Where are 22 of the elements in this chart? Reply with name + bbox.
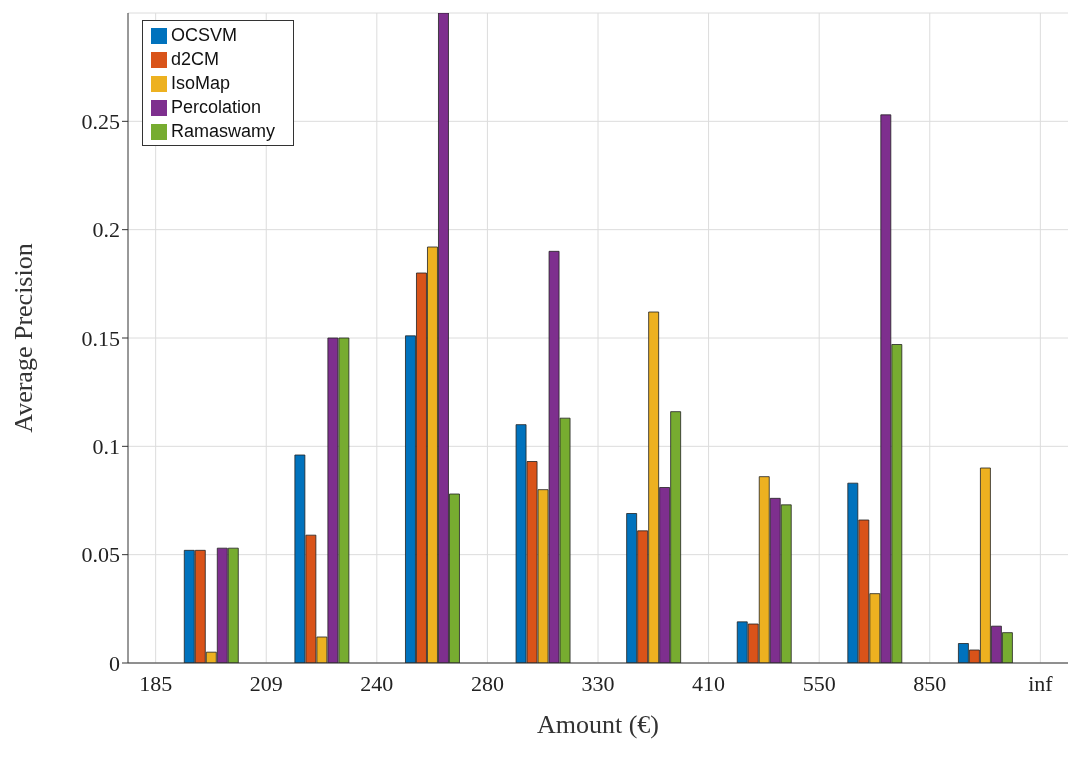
y-tick-label: 0.15 — [81, 325, 120, 351]
y-tick-label: 0.2 — [92, 217, 120, 243]
x-tick-label: 240 — [360, 671, 394, 696]
x-tick-label: 209 — [249, 671, 283, 696]
legend-label: Percolation — [171, 97, 262, 117]
x-tick-label: 185 — [139, 671, 173, 696]
x-tick-label: 280 — [470, 671, 504, 696]
legend-label: Ramaswamy — [171, 121, 276, 141]
y-axis-title: Average Precision — [9, 243, 39, 433]
x-tick-label: 330 — [581, 671, 615, 696]
x-tick-label: inf — [1028, 671, 1054, 696]
x-tick-label: 850 — [913, 671, 947, 696]
y-tick-label: 0.05 — [81, 542, 120, 568]
x-axis-title: Amount (€) — [536, 710, 660, 739]
legend-label: OCSVM — [171, 25, 238, 45]
legend-label: IsoMap — [171, 73, 231, 93]
y-tick-label: 0.25 — [81, 109, 120, 135]
y-tick-label: 0 — [109, 650, 120, 676]
y-tick-label: 0.1 — [92, 434, 120, 460]
x-tick-label: 410 — [692, 671, 726, 696]
x-tick-label: 550 — [802, 671, 836, 696]
legend-label: d2CM — [171, 49, 220, 69]
